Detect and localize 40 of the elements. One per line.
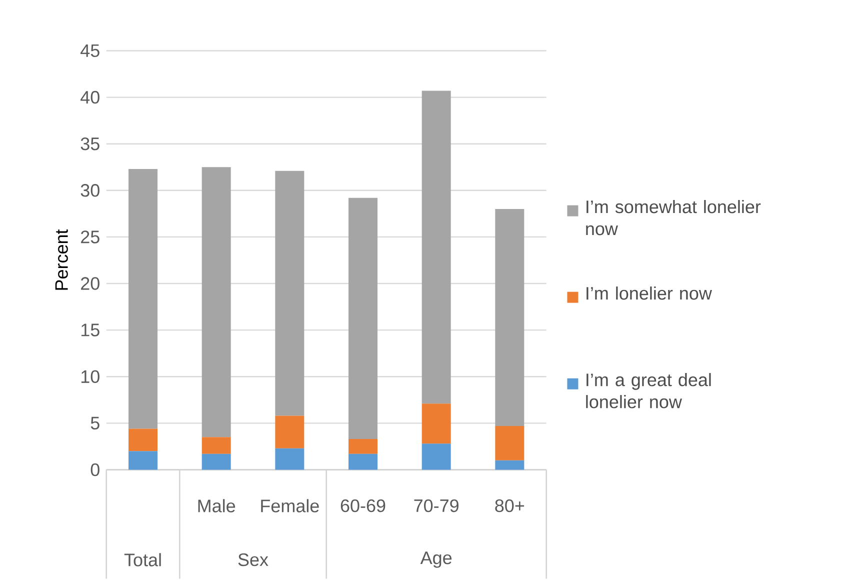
text: Total [124,553,161,566]
bar [128,168,158,429]
y-tick-label: 25 [81,230,100,244]
text: Age [420,552,452,568]
bar [348,198,378,440]
bar [128,451,158,470]
legend-label: I’m somewhat lonelier now [586,200,761,236]
bar [275,416,304,448]
y-tick-label: 40 [80,90,100,104]
y-axis-title: Percent [55,229,68,290]
bar [422,404,451,444]
bar [495,209,524,426]
x-tick-label: 80+ [495,499,524,512]
bar [275,170,304,416]
text: Sex [238,553,268,566]
bar [128,428,158,452]
legend-label: I’m a great deal lonelier now [586,373,711,408]
y-tick-label: 30 [80,184,100,197]
legend-label: I’m lonelier now [586,286,712,300]
bar [348,454,378,470]
y-tick-label: 20 [81,277,100,290]
bar [422,444,451,470]
bar [202,167,231,438]
bar [495,460,524,470]
y-tick-label: 10 [81,370,100,383]
bar [202,437,231,454]
bar [202,454,231,470]
y-tick-label: 45 [80,44,100,58]
y-tick-label: 0 [90,463,100,476]
x-tick-label: Female [261,499,319,512]
bar [275,448,304,470]
y-tick-label: 5 [90,416,100,430]
x-tick-label: 60-69 [340,499,386,512]
bar [348,439,378,454]
bar [495,426,524,460]
x-tick-label: 70-79 [414,499,458,512]
y-tick-label: 15 [81,324,100,336]
y-tick-label: 35 [80,137,100,150]
x-tick-label: Male [198,499,236,512]
bar [422,90,451,404]
